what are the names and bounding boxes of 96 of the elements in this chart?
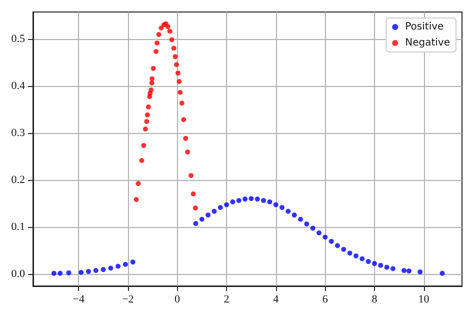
x-tick-label: 2: [224, 294, 230, 306]
point: [183, 136, 188, 141]
point: [292, 212, 297, 218]
point: [142, 126, 148, 132]
point: [144, 119, 150, 124]
point: [267, 199, 272, 204]
point: [206, 212, 211, 218]
point: [310, 226, 316, 231]
y-tick-label: 0.3: [11, 126, 26, 139]
point: [230, 199, 236, 204]
point: [175, 70, 180, 76]
point: [66, 270, 72, 276]
point: [93, 268, 98, 273]
point: [146, 104, 151, 110]
point: [108, 266, 114, 271]
point: [51, 270, 56, 276]
point: [199, 216, 204, 222]
point: [100, 267, 106, 272]
point: [172, 54, 178, 60]
point: [360, 256, 365, 262]
point: [440, 270, 445, 276]
point: [193, 220, 198, 226]
x-tick-label: 6: [322, 294, 328, 306]
point: [167, 28, 172, 34]
point: [236, 198, 242, 203]
point: [144, 112, 150, 118]
point: [86, 268, 91, 274]
point: [316, 230, 322, 236]
point: [148, 88, 154, 93]
point: [280, 205, 285, 210]
point: [58, 270, 63, 276]
point: [248, 196, 254, 202]
point: [418, 269, 423, 274]
point: [190, 191, 196, 196]
point: [171, 46, 176, 51]
y-tick-label: 0.4: [11, 80, 26, 92]
x-tick-label: 4: [273, 294, 280, 306]
point: [242, 196, 248, 202]
point: [136, 181, 141, 186]
point: [116, 264, 121, 269]
point: [304, 221, 310, 226]
x-tick-label: 0: [174, 294, 180, 306]
point: [150, 76, 155, 82]
point: [154, 48, 159, 54]
point: [212, 208, 217, 214]
point: [149, 80, 154, 86]
point: [298, 216, 304, 222]
x-tick-label: −4: [72, 294, 85, 306]
point: [353, 253, 358, 258]
point: [150, 66, 156, 71]
point: [390, 266, 396, 272]
point: [273, 202, 278, 208]
point: [261, 198, 266, 203]
point: [188, 173, 194, 178]
point: [366, 259, 371, 264]
point: [78, 270, 84, 275]
point: [181, 117, 186, 122]
point: [158, 25, 164, 30]
point: [224, 202, 230, 208]
point: [334, 243, 340, 248]
point: [156, 32, 162, 38]
point: [139, 158, 144, 164]
point: [372, 260, 377, 266]
point: [141, 142, 146, 148]
point: [176, 79, 182, 84]
y-tick-label: 0.0: [11, 268, 26, 280]
x-tick-label: 10: [418, 294, 430, 306]
point: [154, 40, 160, 46]
point: [406, 268, 412, 274]
point: [174, 62, 179, 68]
point: [402, 268, 407, 273]
point: [122, 262, 128, 267]
point: [192, 205, 198, 210]
legend-label: Positive: [405, 22, 444, 32]
y-tick-label: 0.5: [11, 32, 26, 45]
point: [134, 197, 139, 202]
y-tick-label: 0.2: [11, 174, 25, 186]
point: [322, 234, 328, 240]
point: [341, 246, 346, 252]
point: [130, 260, 136, 265]
point: [328, 238, 334, 244]
point: [286, 208, 291, 214]
point: [378, 262, 384, 268]
x-tick-label: 8: [372, 294, 378, 306]
x-tick-label: −2: [122, 294, 134, 306]
legend-label: Negative: [405, 38, 450, 48]
point: [179, 100, 184, 106]
point: [185, 150, 190, 155]
point: [384, 264, 390, 270]
point: [165, 24, 170, 30]
point: [347, 250, 352, 256]
point: [178, 90, 183, 95]
y-tick-label: 0.1: [11, 220, 25, 233]
point: [169, 37, 174, 42]
point: [254, 196, 260, 202]
point: [218, 205, 223, 210]
